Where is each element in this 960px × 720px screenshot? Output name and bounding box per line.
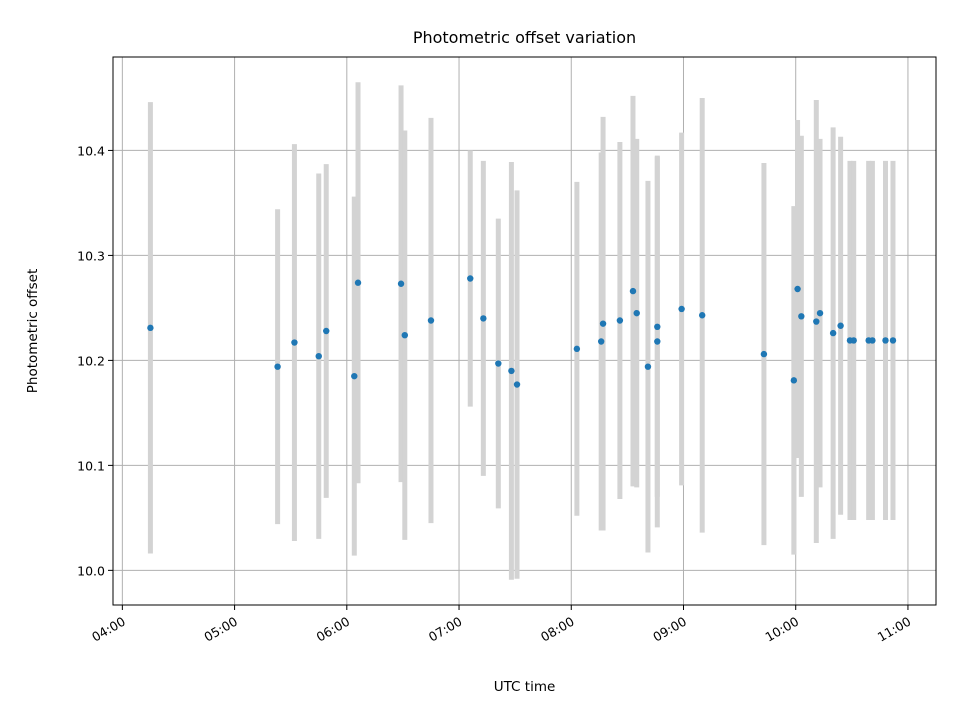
data-point <box>813 318 820 325</box>
data-point <box>654 338 661 345</box>
data-point <box>837 322 844 329</box>
data-point <box>889 337 897 344</box>
x-tick-label: 05:00 <box>201 614 240 645</box>
y-tick-label: 10.1 <box>77 458 105 473</box>
data-point <box>480 315 487 322</box>
data-point <box>882 337 889 344</box>
chart-title: Photometric offset variation <box>413 28 636 47</box>
x-tick-label: 07:00 <box>426 614 465 645</box>
data-point <box>760 350 768 358</box>
data-point <box>401 331 408 339</box>
data-point <box>323 327 330 335</box>
errorbars <box>147 82 896 580</box>
data-point <box>698 312 706 319</box>
y-axis-label: Photometric offset <box>25 269 41 393</box>
data-point <box>351 372 358 380</box>
data-point <box>599 320 607 327</box>
data-point <box>798 313 805 320</box>
data-point <box>274 363 281 370</box>
x-axis-label: UTC time <box>494 679 556 695</box>
data-point <box>467 275 474 282</box>
data-point <box>629 287 637 295</box>
data-point <box>869 337 876 344</box>
data-point <box>644 363 652 370</box>
data-point <box>633 309 640 317</box>
data-point <box>654 323 661 331</box>
x-tick-label: 09:00 <box>650 614 689 645</box>
data-point <box>508 367 515 375</box>
data-point <box>597 338 605 345</box>
data-point <box>397 280 405 287</box>
y-tick-label: 10.2 <box>77 353 105 368</box>
data-point <box>816 309 824 317</box>
y-axis-ticks: 10.0 10.1 10.2 10.3 10.4 <box>77 143 113 578</box>
data-point <box>794 285 801 293</box>
data-point <box>147 324 154 332</box>
data-points <box>147 275 897 388</box>
x-tick-label: 10:00 <box>763 614 802 645</box>
data-point <box>573 345 581 353</box>
y-tick-label: 10.0 <box>77 563 105 578</box>
x-tick-label: 06:00 <box>314 614 353 645</box>
data-point <box>850 337 857 344</box>
data-point <box>616 317 624 324</box>
y-tick-label: 10.3 <box>77 248 105 263</box>
plot-frame <box>112 56 937 606</box>
x-axis-ticks: 04:00 05:00 06:00 07:00 08:00 09:00 10:00 11:00 <box>89 605 913 645</box>
x-tick-label: 11:00 <box>875 614 914 645</box>
data-point <box>291 339 298 346</box>
x-tick-label: 08:00 <box>538 614 577 645</box>
data-point <box>427 317 435 324</box>
data-point <box>829 329 837 337</box>
data-point <box>513 381 521 388</box>
data-point <box>678 305 685 313</box>
data-point <box>790 377 798 384</box>
y-tick-label: 10.4 <box>77 143 105 158</box>
grid <box>113 57 936 605</box>
x-tick-label: 04:00 <box>89 614 128 645</box>
data-point <box>354 279 362 286</box>
data-point <box>495 360 502 367</box>
data-point <box>315 352 322 360</box>
